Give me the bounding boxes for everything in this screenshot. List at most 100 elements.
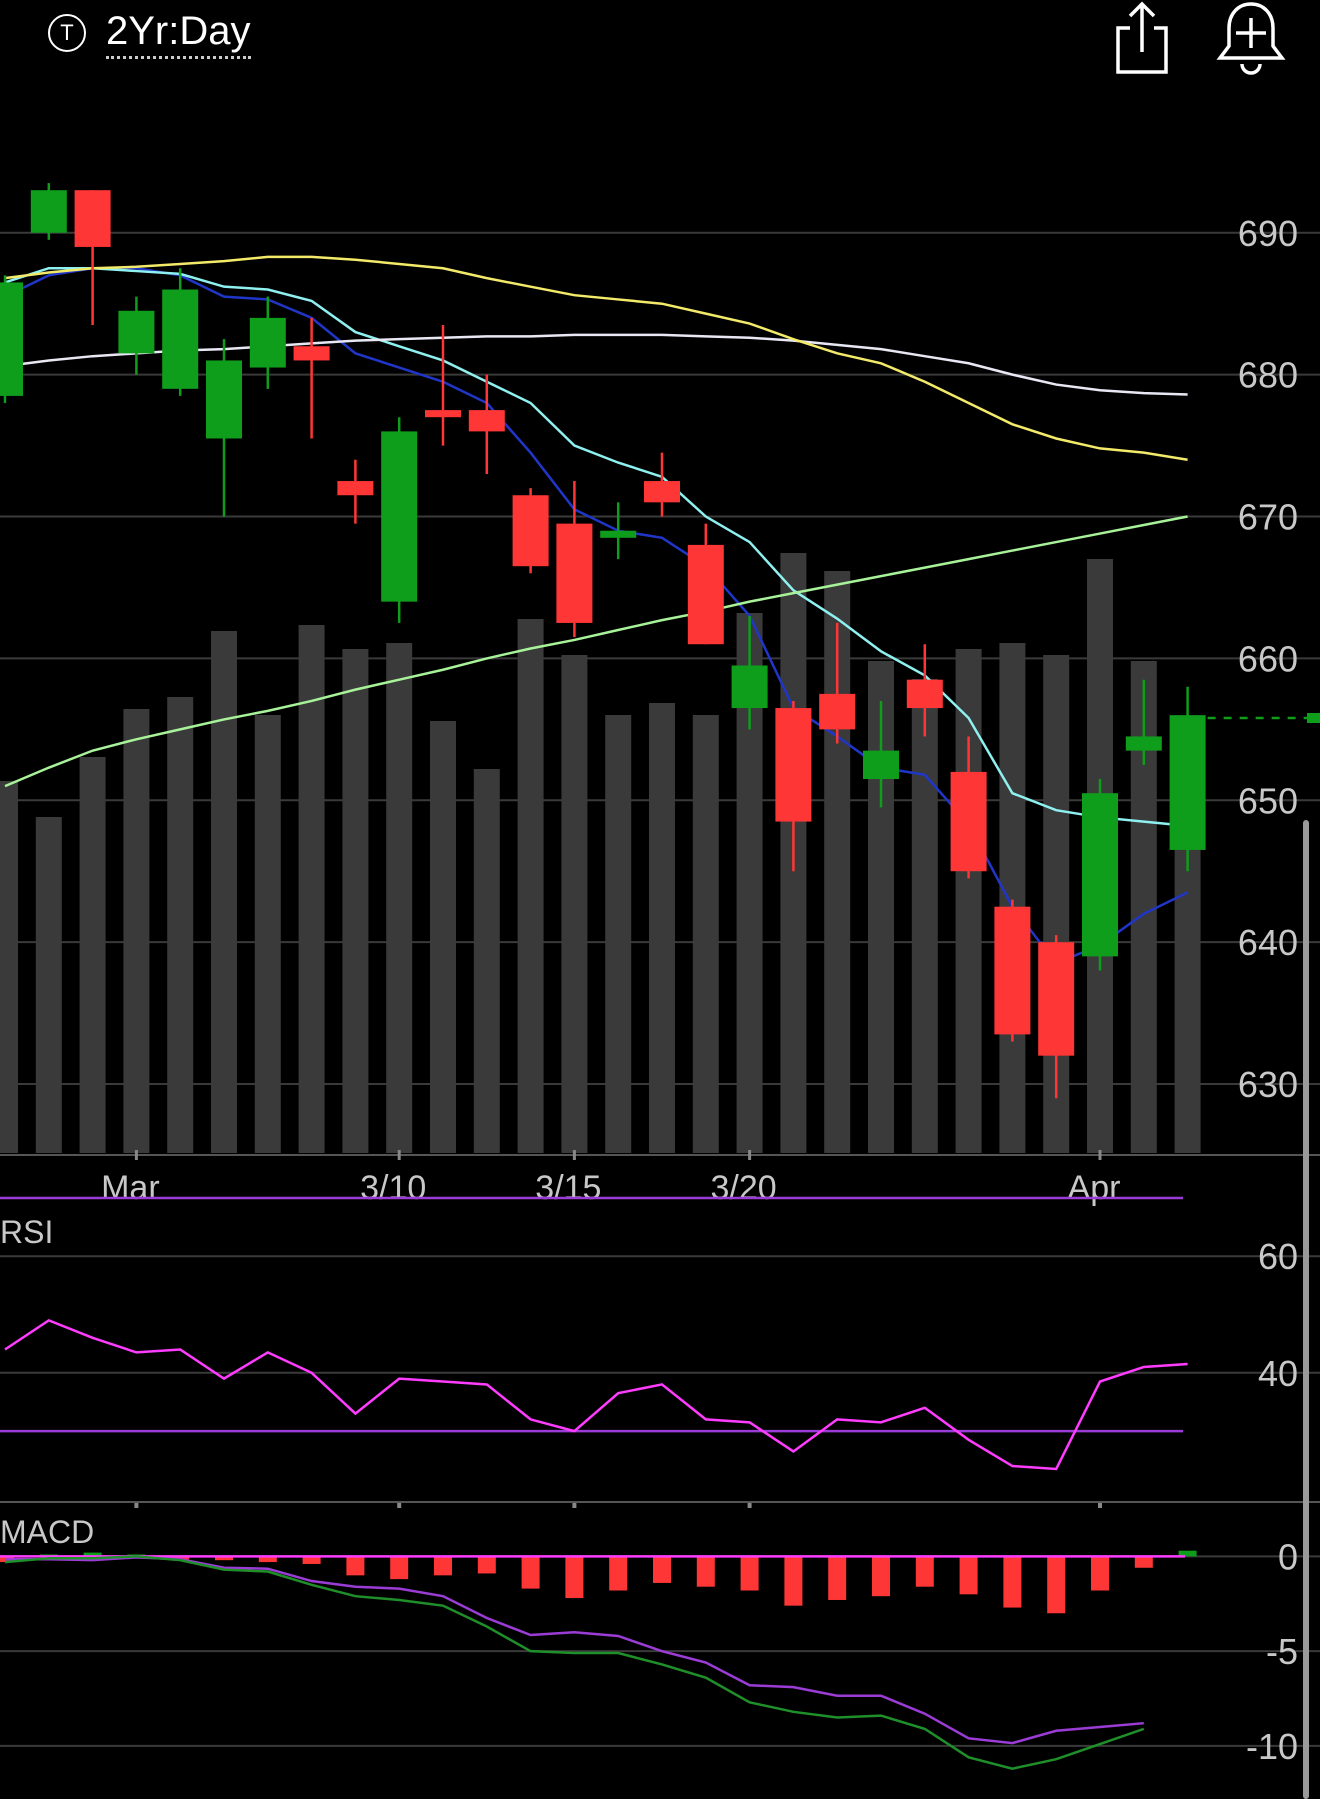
volume-bar bbox=[123, 709, 150, 1153]
moving-average-line bbox=[4, 255, 1188, 462]
macd-histogram-bar bbox=[171, 1556, 190, 1560]
macd-histogram-bar bbox=[302, 1556, 321, 1564]
volume-bar bbox=[342, 649, 369, 1153]
candle-body bbox=[512, 495, 549, 567]
candle-body bbox=[906, 679, 943, 709]
macd-histogram-bar bbox=[258, 1556, 277, 1563]
volume-bar bbox=[649, 703, 675, 1153]
volume-bar bbox=[605, 715, 632, 1153]
candle-body bbox=[118, 310, 155, 354]
range-selector[interactable]: 2Yr:Day bbox=[106, 8, 251, 59]
x-tick-label: 3/20 bbox=[711, 1169, 777, 1207]
macd-histogram-bar bbox=[1091, 1556, 1109, 1591]
macd-tick-label: -10 bbox=[1246, 1726, 1298, 1767]
candle-body bbox=[293, 346, 330, 361]
candle-body bbox=[600, 530, 637, 538]
volume-bar bbox=[298, 625, 325, 1153]
candle-body bbox=[863, 750, 899, 780]
rsi-line bbox=[4, 1318, 1188, 1471]
volume-bar bbox=[692, 715, 719, 1153]
candle-body bbox=[1038, 942, 1075, 1056]
candle-body bbox=[819, 693, 856, 730]
macd-histogram-bar bbox=[83, 1552, 102, 1557]
volume-bar bbox=[999, 643, 1026, 1153]
volume-bar bbox=[0, 781, 18, 1153]
rsi-tick-label: 40 bbox=[1258, 1353, 1298, 1394]
bell-plus-icon[interactable] bbox=[1216, 0, 1286, 78]
macd-title: MACD bbox=[0, 1514, 94, 1550]
volume-bar bbox=[517, 619, 544, 1153]
volume-bar bbox=[211, 631, 237, 1153]
macd-histogram-bar bbox=[915, 1556, 934, 1587]
macd-histogram-bar bbox=[215, 1556, 233, 1561]
macd-histogram-bar bbox=[696, 1556, 715, 1587]
candle-body bbox=[425, 410, 461, 418]
volume-bar bbox=[167, 697, 194, 1153]
rsi-title: RSI bbox=[0, 1214, 53, 1250]
last-price-marker bbox=[1307, 712, 1320, 723]
rsi-tick-label: 60 bbox=[1258, 1236, 1298, 1277]
candle-body bbox=[206, 360, 242, 439]
candle-body bbox=[249, 317, 286, 368]
macd-histogram-bar bbox=[872, 1556, 890, 1597]
macd-histogram-bar bbox=[828, 1556, 847, 1600]
volume-bar bbox=[473, 769, 500, 1153]
candle-body bbox=[162, 289, 199, 389]
macd-tick-label: 0 bbox=[1278, 1536, 1298, 1577]
macd-histogram-bar bbox=[653, 1556, 671, 1583]
macd-histogram-bar bbox=[1047, 1556, 1066, 1614]
price-tick-label: 630 bbox=[1238, 1064, 1298, 1105]
macd-histogram-bar bbox=[346, 1556, 365, 1576]
macd-histogram-bar bbox=[959, 1556, 978, 1595]
candle-body bbox=[1125, 736, 1162, 751]
moving-average-line bbox=[4, 333, 1188, 396]
moving-average-line bbox=[4, 266, 1188, 828]
candle-body bbox=[994, 906, 1031, 1035]
price-tick-label: 670 bbox=[1238, 497, 1298, 538]
volume-bar bbox=[955, 649, 982, 1153]
price-tick-label: 640 bbox=[1238, 922, 1298, 963]
x-tick-label: 3/10 bbox=[360, 1169, 426, 1207]
volume-bar bbox=[35, 817, 62, 1153]
volume-bar bbox=[79, 757, 106, 1153]
volume-bar bbox=[911, 679, 938, 1153]
candle-body bbox=[775, 708, 812, 822]
scrollbar-thumb bbox=[1303, 820, 1309, 1799]
price-tick-label: 680 bbox=[1238, 355, 1298, 396]
macd-histogram-bar bbox=[1134, 1556, 1153, 1568]
macd-histogram-bar bbox=[521, 1556, 540, 1589]
candle-body bbox=[381, 431, 418, 602]
top-bar: T 2Yr:Day bbox=[0, 0, 1320, 90]
candle-body bbox=[0, 282, 23, 396]
moving-average-line bbox=[4, 266, 1189, 965]
candle-body bbox=[337, 481, 374, 496]
macd-histogram-bar bbox=[1003, 1556, 1022, 1608]
macd-histogram-bar bbox=[434, 1556, 452, 1576]
macd-histogram-bar bbox=[784, 1556, 803, 1606]
chart-area[interactable]: 690 680 670 660 650 640 630 Mar 3/10 3/15 3/20 Apr R… bbox=[0, 90, 1320, 1799]
x-tick-label: Mar bbox=[101, 1169, 160, 1207]
share-icon[interactable] bbox=[1110, 0, 1174, 76]
moving-average-line bbox=[4, 515, 1188, 788]
candle-body bbox=[950, 771, 987, 872]
macd-histogram-bar bbox=[1178, 1550, 1197, 1557]
candle-body bbox=[1169, 715, 1206, 850]
macd-histogram-bar bbox=[565, 1556, 584, 1599]
candle-body bbox=[468, 410, 505, 432]
candle-body bbox=[556, 523, 593, 623]
price-tick-label: 650 bbox=[1238, 780, 1298, 821]
candle-body bbox=[731, 665, 768, 709]
price-tick-label: 660 bbox=[1238, 638, 1298, 679]
candle-body bbox=[687, 544, 724, 645]
macd-histogram-bar bbox=[390, 1556, 409, 1580]
volume-bar bbox=[386, 643, 413, 1153]
candle-body bbox=[644, 481, 680, 503]
x-tick-label: 3/15 bbox=[535, 1169, 601, 1207]
macd-histogram-bar bbox=[609, 1556, 628, 1591]
macd-tick-label: -5 bbox=[1266, 1631, 1298, 1672]
candle-body bbox=[30, 190, 67, 233]
candle-body bbox=[1082, 793, 1118, 957]
volume-bar bbox=[561, 655, 588, 1153]
ticker-badge-icon[interactable]: T bbox=[48, 14, 86, 52]
macd-histogram-bar bbox=[740, 1556, 759, 1591]
